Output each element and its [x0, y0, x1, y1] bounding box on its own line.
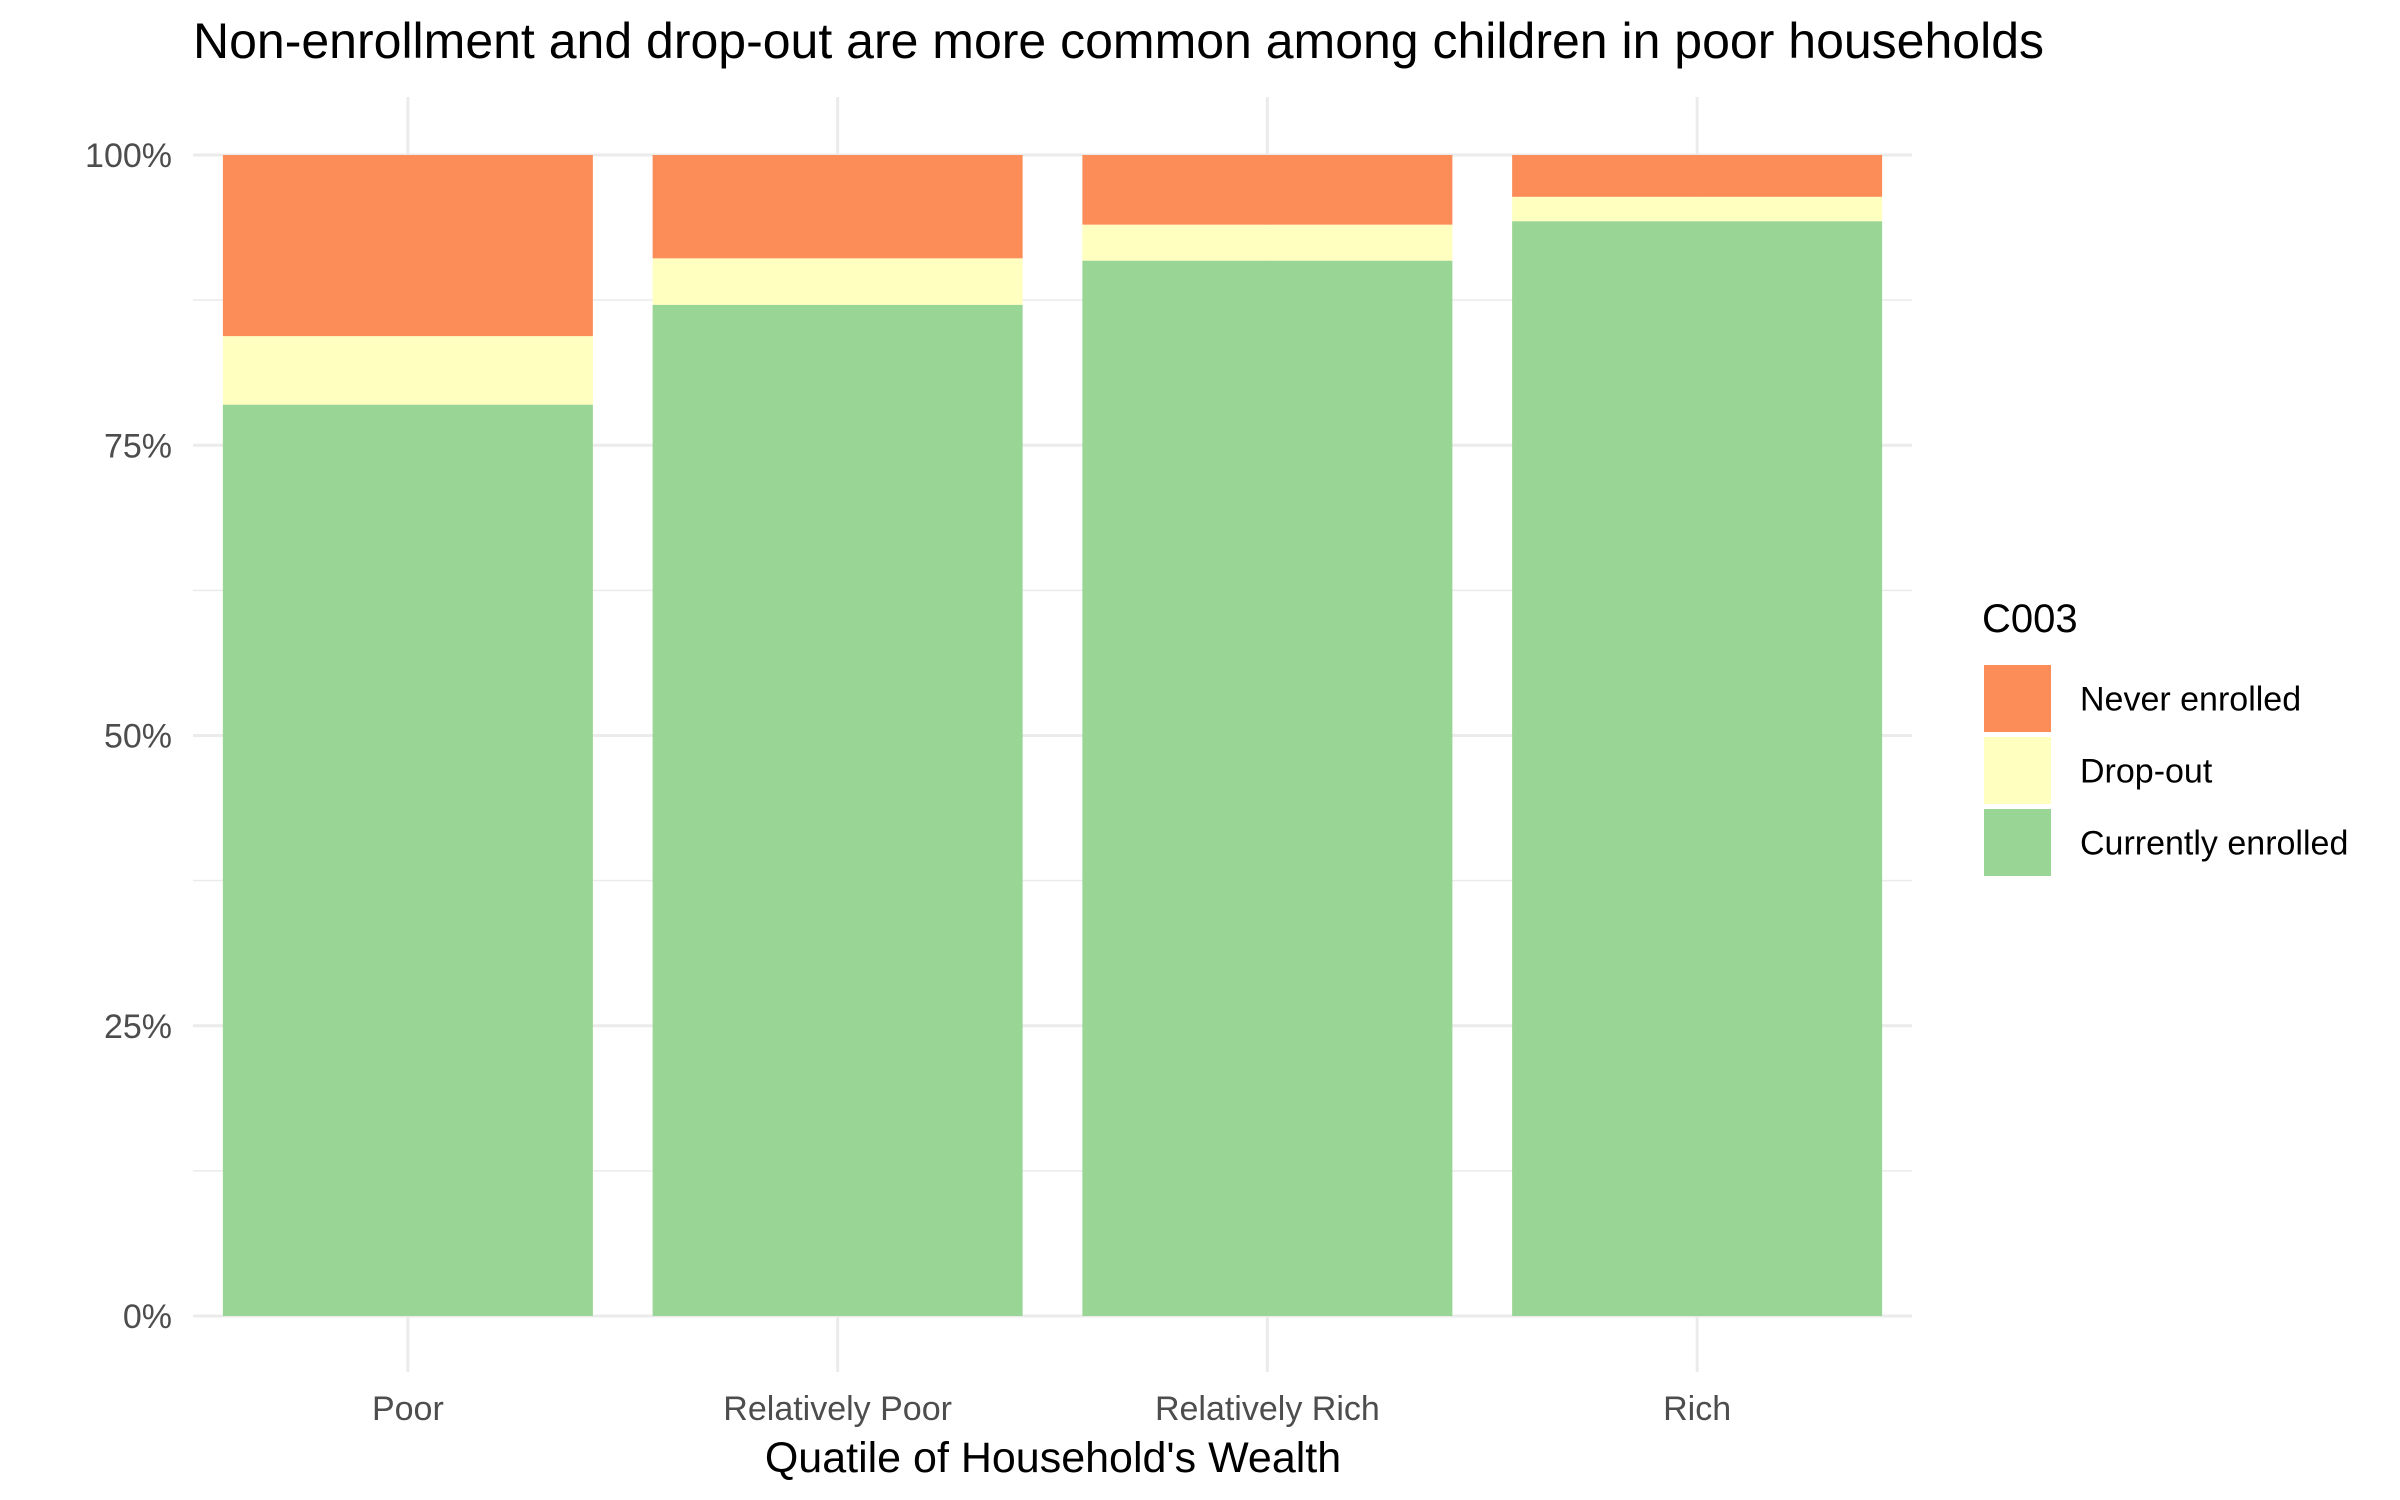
legend-key — [1984, 809, 2051, 876]
bar-segment-currently-enrolled — [652, 304, 1023, 1316]
bar-segment-currently-enrolled — [222, 404, 593, 1316]
x-tick-label: Relatively Poor — [723, 1390, 952, 1428]
bar-segment-currently-enrolled — [1082, 260, 1453, 1316]
bar-segment-never-enrolled — [222, 155, 593, 337]
bar-segment-drop-out — [1512, 196, 1883, 222]
x-axis-ticks: Poor Relatively Poor Relatively Rich Rich — [372, 1390, 1731, 1428]
legend-label: Drop-out — [2080, 753, 2213, 791]
legend-key — [1984, 737, 2051, 804]
y-tick-label: 100% — [85, 137, 172, 175]
legend-key — [1984, 665, 2051, 732]
y-tick-label: 75% — [104, 427, 172, 465]
x-tick-label: Poor — [372, 1390, 444, 1428]
legend-items: Never enrolled Drop-out Currently enrolled — [1984, 665, 2348, 876]
x-axis-title: Quatile of Household's Wealth — [765, 1434, 1341, 1482]
y-tick-label: 50% — [104, 718, 172, 756]
y-axis-ticks: 0% 25% 50% 75% 100% — [85, 137, 172, 1336]
legend-title: C003 — [1982, 597, 2078, 641]
y-tick-label: 25% — [104, 1008, 172, 1046]
bar-segment-drop-out — [652, 258, 1023, 305]
bars — [222, 155, 1883, 1316]
bar-segment-never-enrolled — [652, 155, 1023, 259]
chart-title: Non-enrollment and drop-out are more com… — [193, 13, 2044, 69]
bar-segment-never-enrolled — [1512, 155, 1883, 197]
bar-segment-drop-out — [1082, 224, 1453, 261]
x-tick-label: Relatively Rich — [1155, 1390, 1380, 1428]
legend: C003 Never enrolled Drop-out Currently enr… — [1982, 597, 2348, 876]
x-tick-label: Rich — [1663, 1390, 1731, 1428]
bar-segment-currently-enrolled — [1512, 221, 1883, 1316]
legend-label: Currently enrolled — [2080, 825, 2348, 863]
y-tick-label: 0% — [123, 1298, 172, 1336]
bar-segment-never-enrolled — [1082, 155, 1453, 225]
legend-label: Never enrolled — [2080, 681, 2301, 719]
bar-segment-drop-out — [222, 336, 593, 405]
